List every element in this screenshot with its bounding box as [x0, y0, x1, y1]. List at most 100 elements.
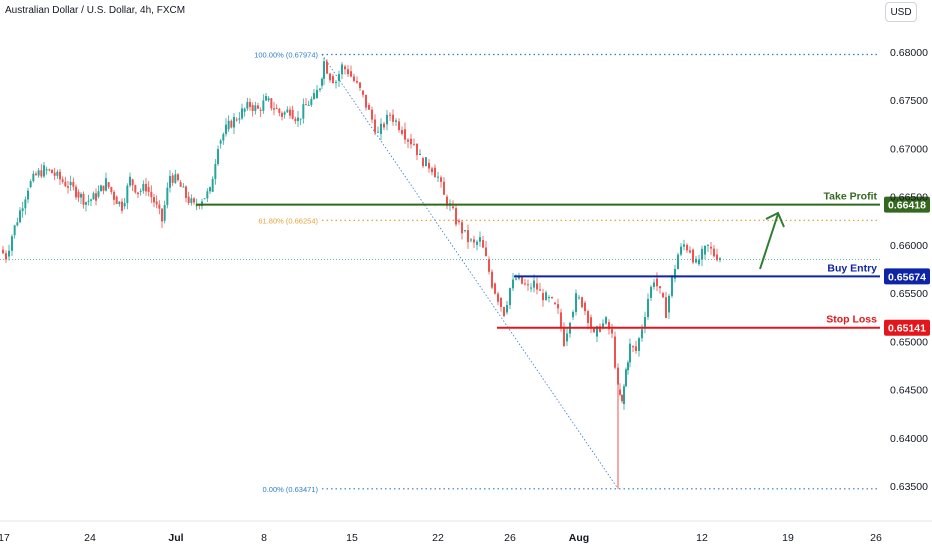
candle-body — [692, 249, 694, 263]
candle-body — [443, 181, 445, 195]
candle-body — [107, 182, 110, 188]
currency-button[interactable]: USD — [885, 2, 917, 22]
candle-body — [246, 101, 249, 109]
candle-body — [632, 346, 634, 348]
candle-body — [621, 394, 623, 402]
candle-body — [635, 346, 637, 351]
fib-trend-line — [321, 54, 619, 490]
candle-body — [629, 343, 631, 363]
candle-body — [422, 158, 424, 167]
time-tick-label: 26 — [870, 532, 882, 544]
candle-body — [470, 239, 472, 241]
candle-body — [627, 362, 629, 371]
chart-title: Australian Dollar / U.S. Dollar, 4h, FXC… — [5, 5, 186, 16]
candle-body — [563, 327, 565, 347]
candle-body — [102, 185, 105, 191]
candle-body — [219, 140, 222, 144]
candle-body — [539, 289, 541, 291]
candle-body — [698, 259, 700, 265]
candle-body — [190, 198, 193, 203]
level-price-tag: 0.65141 — [884, 319, 930, 336]
candle-body — [147, 187, 150, 192]
candle-body — [590, 317, 592, 329]
candle-body — [19, 210, 21, 223]
candle-body — [126, 185, 129, 203]
candle-body — [80, 193, 82, 198]
candle-body — [254, 105, 257, 112]
candle-body — [214, 164, 217, 179]
candle-body — [560, 312, 562, 328]
candle-body — [235, 119, 238, 121]
candle-body — [707, 244, 709, 246]
candle-body — [647, 299, 649, 318]
time-tick-label: 8 — [261, 532, 267, 544]
candle-body — [262, 100, 265, 111]
candle-body — [275, 107, 278, 109]
candle-body — [297, 117, 299, 122]
candle-body — [121, 201, 123, 211]
candle-body — [110, 187, 113, 192]
candle-body — [51, 169, 53, 174]
candle-body — [21, 208, 24, 212]
candle-body — [662, 293, 664, 298]
price-axis[interactable]: 0.68000 0.67500 0.67000 0.66500 0.66000 0.655… — [890, 47, 928, 493]
time-tick-label: 15 — [346, 532, 358, 544]
fib-level-label: 0.00% (0.63471) — [263, 485, 319, 494]
candle-body — [2, 249, 4, 254]
candle-body — [671, 275, 673, 296]
candle-body — [476, 241, 478, 245]
candle-body — [548, 297, 550, 299]
candle-body — [171, 175, 174, 183]
candle-body — [521, 276, 523, 284]
time-axis[interactable]: 17 24 Jul 8 15 22 26 Aug 12 19 26 — [0, 532, 882, 544]
candle-body — [115, 196, 118, 205]
candle-body — [27, 190, 29, 200]
candle-body — [291, 109, 294, 119]
candle-body — [536, 283, 538, 290]
price-tick-label: 0.66000 — [890, 240, 928, 252]
candle-body — [206, 191, 209, 199]
candle-body — [674, 269, 676, 279]
candle-body — [659, 286, 661, 289]
candle-body — [494, 283, 496, 294]
candle-body — [452, 206, 454, 209]
candle-body — [69, 181, 72, 186]
candle-body — [458, 220, 460, 223]
candle-body — [155, 201, 158, 205]
candle-body — [593, 328, 595, 333]
candle-body — [187, 196, 190, 203]
candle-body — [45, 169, 48, 171]
candle-body — [259, 109, 262, 111]
candle-body — [644, 317, 646, 327]
candle-body — [338, 74, 340, 81]
candle-body — [428, 162, 430, 169]
candle-body — [92, 193, 95, 200]
candle-body — [650, 286, 652, 298]
candle-body — [243, 108, 246, 112]
candle-body — [488, 259, 490, 272]
level-label-buy-entry: Buy Entry — [827, 262, 877, 274]
candle-body — [145, 183, 147, 192]
candle-body — [719, 258, 721, 261]
level-price-tag-bg — [884, 268, 930, 285]
level-label-stop-loss: Stop Loss — [826, 314, 877, 326]
level-price-tag-bg — [884, 196, 930, 213]
candle-body — [701, 248, 703, 260]
candle-body — [383, 123, 385, 128]
candle-body — [359, 82, 361, 88]
candle-body — [123, 202, 126, 207]
candle-body — [467, 230, 469, 243]
candle-body — [716, 254, 718, 261]
candle-body — [179, 182, 182, 187]
arrow-shaft — [759, 213, 779, 270]
fib-level-label: 61.80% (0.66254) — [258, 216, 318, 225]
candle-body — [307, 104, 310, 106]
candle-body — [323, 61, 325, 79]
candle-body — [416, 143, 418, 156]
candle-body — [377, 131, 379, 133]
candle-body — [35, 173, 37, 175]
price-tick-label: 0.65500 — [890, 288, 928, 300]
candle-body — [182, 186, 185, 188]
candle-body — [326, 61, 328, 74]
